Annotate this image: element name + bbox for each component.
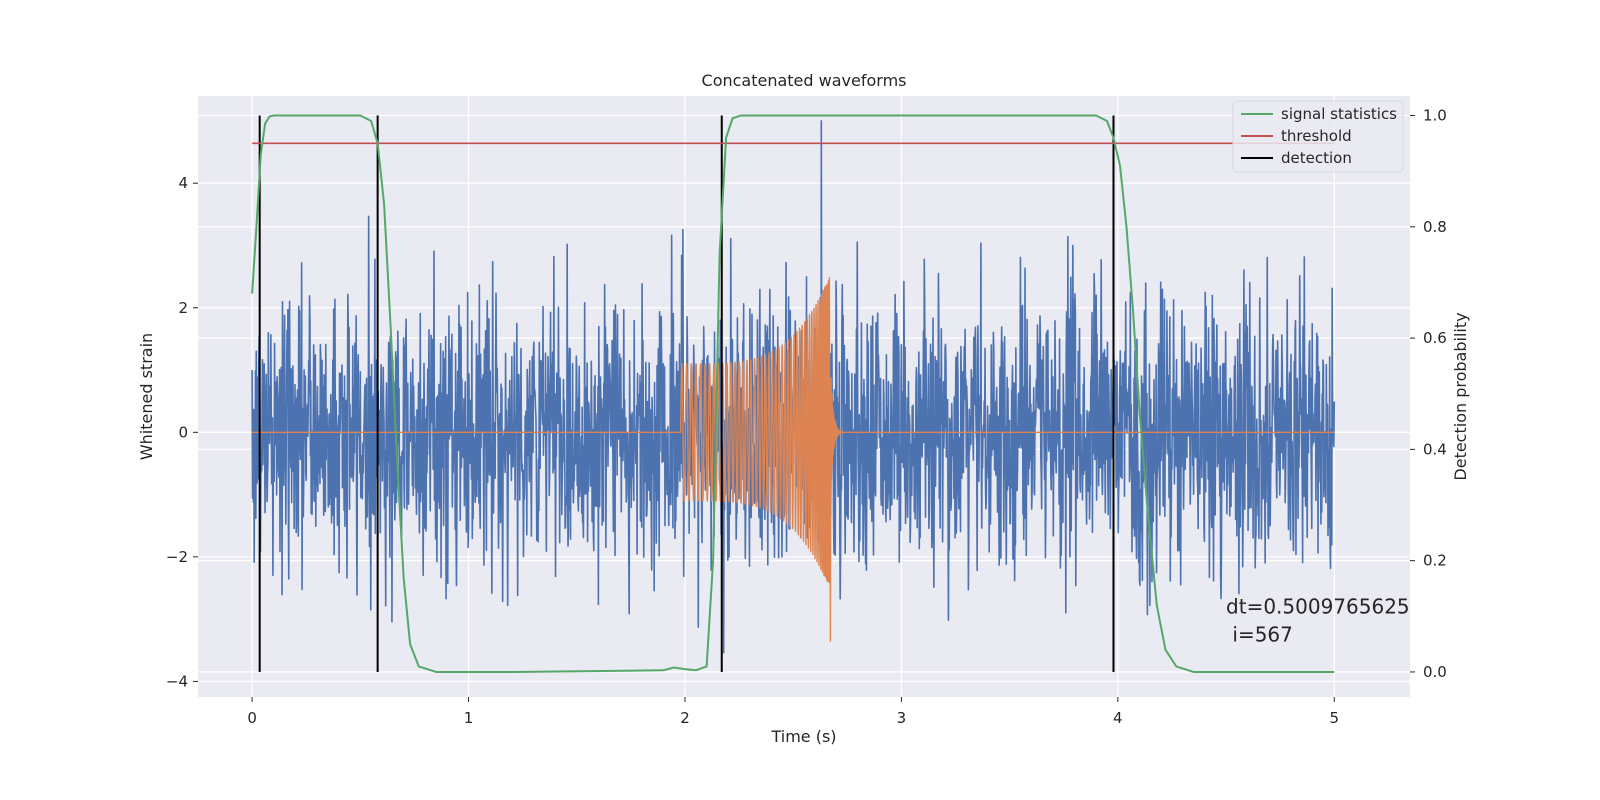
chart-title: Concatenated waveforms (702, 71, 907, 90)
y-axis-ticks: −4 −2 0 2 4 (166, 174, 198, 690)
annotation-line-2: i=567 (1226, 623, 1293, 647)
legend-box (1232, 100, 1404, 173)
x-axis-label: Time (s) (770, 727, 836, 746)
y-tick-label-3: 2 (178, 299, 188, 317)
y2-tick-label-0: 0.0 (1423, 663, 1447, 681)
y2-tick-label-2: 0.4 (1423, 440, 1447, 458)
signal-statistics-line (251, 114, 1335, 673)
annotation-line-1: dt=0.5009765625 (1226, 595, 1410, 619)
grid (198, 96, 1410, 697)
y-tick-label-2: 0 (178, 423, 188, 441)
legend-label-threshold: threshold (1281, 127, 1352, 145)
x-tick-label-0: 0 (247, 709, 257, 727)
legend: signal statistics threshold detection (1232, 100, 1404, 173)
y2-axis-ticks: 0.0 0.2 0.4 0.6 0.8 1.0 (1410, 106, 1447, 681)
y-axis-label: Whitened strain (137, 333, 156, 460)
y-tick-label-4: 4 (178, 174, 188, 192)
plot-data (251, 114, 1336, 673)
legend-label-signal_statistics: signal statistics (1281, 105, 1397, 123)
y-tick-label-1: −2 (166, 548, 188, 566)
series-waveform-line (252, 276, 1335, 642)
y2-tick-label-4: 0.8 (1423, 218, 1447, 236)
x-tick-label-2: 2 (680, 709, 690, 727)
x-tick-label-4: 4 (1113, 709, 1123, 727)
x-tick-label-3: 3 (897, 709, 907, 727)
x-axis-ticks: 0 1 2 3 4 5 (247, 697, 1339, 727)
y2-axis-label: Detection probability (1451, 312, 1470, 480)
annotation: dt=0.5009765625 i=567 (1226, 595, 1410, 647)
x-tick-label-5: 5 (1329, 709, 1339, 727)
x-tick-label-1: 1 (464, 709, 474, 727)
y2-tick-label-5: 1.0 (1423, 106, 1447, 124)
y2-tick-label-3: 0.6 (1423, 329, 1447, 347)
legend-label-detection: detection (1281, 149, 1352, 167)
y-tick-label-0: −4 (166, 672, 188, 690)
y2-tick-label-1: 0.2 (1423, 552, 1447, 570)
